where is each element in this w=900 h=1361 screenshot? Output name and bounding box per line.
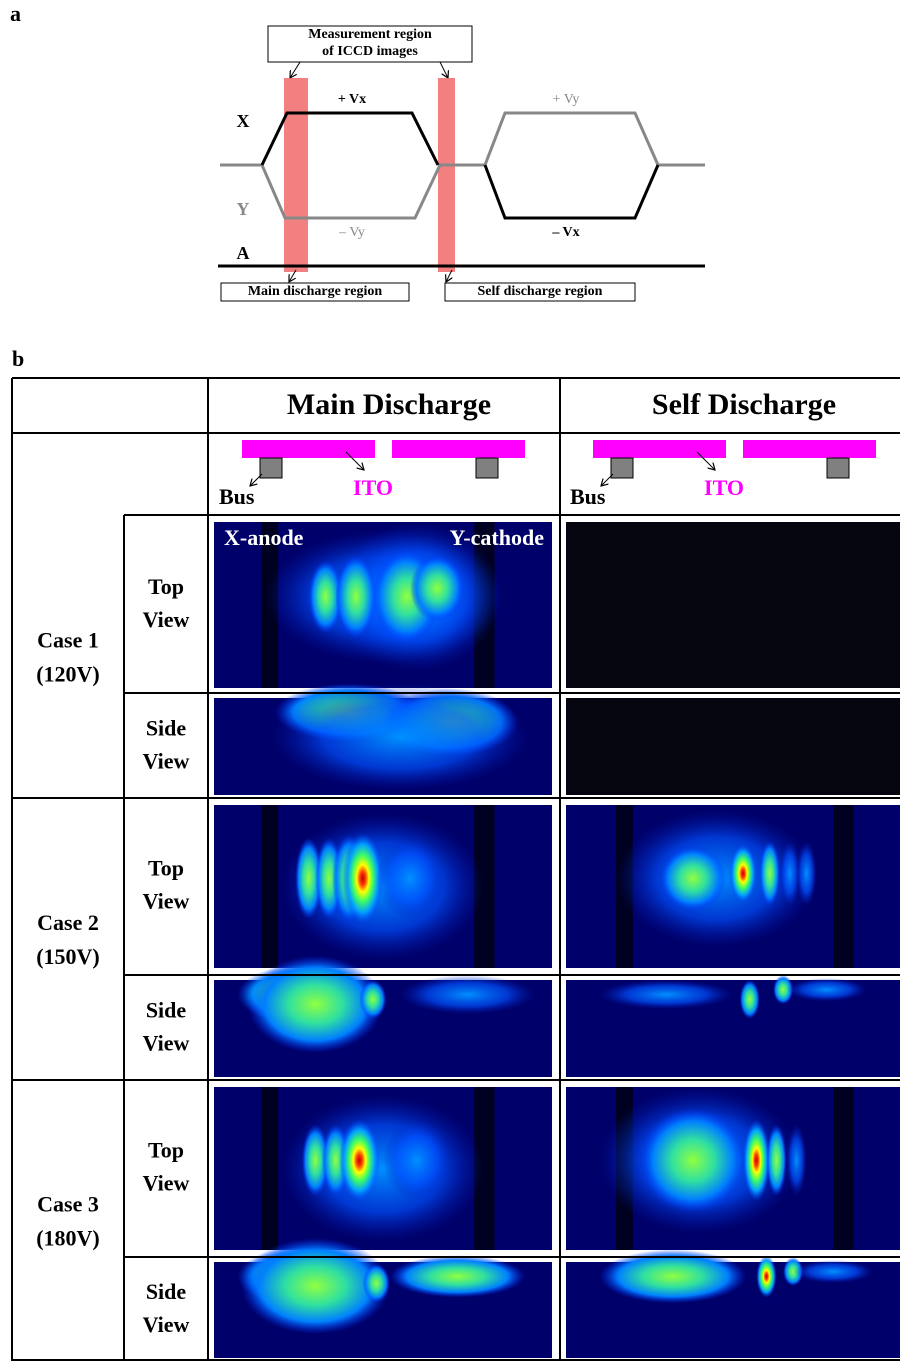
annotation: + Vy bbox=[553, 92, 580, 107]
emission bbox=[796, 841, 816, 906]
emission bbox=[786, 978, 866, 1001]
view-label: View bbox=[143, 607, 190, 632]
measurement-region bbox=[284, 78, 308, 272]
electrode-shadow bbox=[261, 1087, 278, 1250]
emission bbox=[400, 975, 535, 1014]
ito-electrode bbox=[743, 440, 876, 458]
case-name: Case 1 bbox=[37, 628, 99, 653]
header-line: of ICCD images bbox=[322, 44, 418, 59]
bus-electrode bbox=[611, 458, 633, 478]
annotation: + Vx bbox=[338, 92, 366, 107]
emission bbox=[743, 1120, 770, 1202]
image-label: X-anode bbox=[224, 525, 304, 550]
emission bbox=[766, 1124, 786, 1196]
column-header: Main Discharge bbox=[287, 388, 491, 421]
view-label: Top bbox=[148, 1138, 184, 1163]
emission bbox=[740, 980, 760, 1019]
electrode-label: ITO bbox=[704, 475, 744, 500]
case-name: Case 2 bbox=[37, 910, 99, 935]
view-label: View bbox=[143, 1171, 190, 1196]
case-name: Case 3 bbox=[37, 1192, 99, 1217]
electrode-shadow bbox=[833, 1087, 853, 1250]
view-label: View bbox=[143, 749, 190, 774]
signal-label: A bbox=[237, 243, 250, 263]
arrow bbox=[440, 62, 448, 78]
iccd-image bbox=[566, 698, 900, 795]
view-label: Top bbox=[148, 856, 184, 881]
emission bbox=[336, 555, 377, 638]
electrode-label: Bus bbox=[219, 484, 255, 509]
view-label: View bbox=[143, 1312, 190, 1337]
emission bbox=[793, 1260, 873, 1283]
signal-label: Y bbox=[237, 199, 250, 219]
view-label: Top bbox=[148, 574, 184, 599]
annotation: – Vx bbox=[551, 225, 579, 240]
bus-electrode bbox=[827, 458, 849, 478]
case-voltage: (120V) bbox=[36, 662, 100, 687]
header-line: Measurement region bbox=[308, 27, 432, 42]
x-waveform bbox=[485, 165, 658, 218]
view-label: Side bbox=[146, 716, 187, 741]
case-voltage: (180V) bbox=[36, 1226, 100, 1251]
figure: a Measurement region of ICCD images X Y … bbox=[0, 0, 900, 1361]
emission bbox=[410, 555, 464, 621]
view-label: Side bbox=[146, 1279, 187, 1304]
emission bbox=[376, 838, 444, 920]
electrode-shadow bbox=[261, 805, 278, 968]
panel-label: b bbox=[12, 346, 24, 371]
arrow bbox=[290, 62, 300, 78]
electrode-label: ITO bbox=[353, 475, 393, 500]
signal-label: X bbox=[237, 111, 250, 131]
emission bbox=[383, 1120, 451, 1202]
region-label: Self discharge region bbox=[478, 284, 603, 299]
case-voltage: (150V) bbox=[36, 944, 100, 969]
electrode-shadow bbox=[833, 805, 853, 968]
emission bbox=[730, 844, 757, 903]
emission bbox=[639, 1108, 746, 1212]
emission bbox=[660, 846, 727, 911]
ito-electrode bbox=[593, 440, 726, 458]
emission bbox=[760, 841, 780, 906]
iccd-image bbox=[566, 522, 900, 688]
emission bbox=[271, 683, 528, 790]
emission bbox=[756, 1255, 776, 1297]
measurement-region bbox=[438, 78, 455, 272]
emission bbox=[599, 980, 733, 1009]
ito-electrode bbox=[392, 440, 525, 458]
ito-electrode bbox=[242, 440, 375, 458]
image-grid bbox=[214, 522, 900, 1358]
bus-electrode bbox=[476, 458, 498, 478]
image-label: Y-cathode bbox=[449, 525, 544, 550]
view-label: View bbox=[143, 889, 190, 914]
view-label: View bbox=[143, 1031, 190, 1056]
emission bbox=[339, 1120, 380, 1202]
emission bbox=[363, 1264, 390, 1302]
emission bbox=[359, 980, 386, 1019]
region-label: Main discharge region bbox=[248, 284, 383, 299]
emission bbox=[390, 1255, 525, 1297]
panel-label: a bbox=[10, 1, 21, 26]
annotation: – Vy bbox=[338, 225, 365, 240]
electrode-label: Bus bbox=[570, 484, 606, 509]
view-label: Side bbox=[146, 998, 187, 1023]
column-header: Self Discharge bbox=[652, 388, 836, 421]
emission bbox=[786, 1124, 806, 1196]
bus-electrode bbox=[260, 458, 282, 478]
